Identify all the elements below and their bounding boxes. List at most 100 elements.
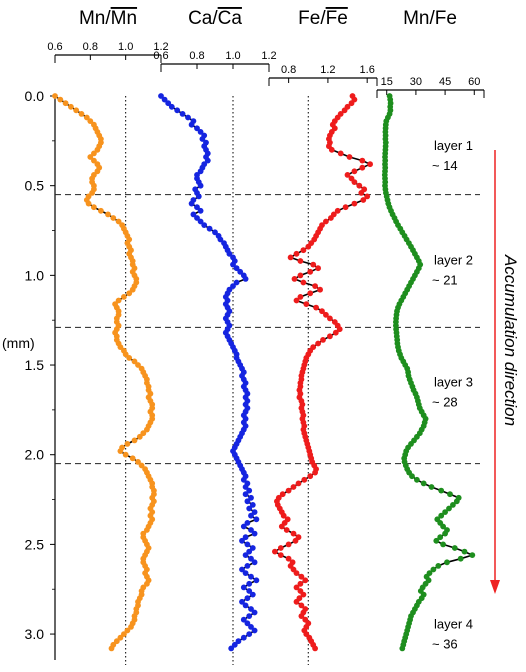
data-point — [312, 469, 318, 476]
data-point — [121, 294, 127, 300]
data-point — [420, 480, 427, 487]
data-point — [297, 272, 304, 279]
data-point — [113, 638, 120, 645]
data-point — [206, 225, 213, 232]
data-point — [87, 118, 94, 124]
data-point — [190, 211, 197, 218]
data-point — [197, 129, 204, 135]
data-point — [230, 283, 236, 289]
layer-count: ~ 21 — [432, 273, 458, 288]
data-point — [194, 125, 200, 132]
data-point — [433, 537, 440, 544]
data-point — [334, 207, 341, 214]
data-point — [320, 337, 326, 343]
data-point — [248, 606, 254, 612]
data-point — [290, 484, 297, 490]
data-point — [124, 627, 131, 634]
layer-count: ~ 28 — [432, 395, 458, 410]
data-point — [251, 509, 258, 515]
series-3 — [381, 93, 476, 652]
data-point — [242, 570, 249, 576]
data-point — [217, 236, 224, 243]
data-point — [253, 516, 260, 523]
data-point — [91, 150, 97, 157]
data-point — [319, 308, 325, 315]
data-point — [342, 204, 349, 211]
data-point — [246, 588, 253, 594]
data-point — [280, 512, 287, 519]
data-point — [364, 193, 371, 200]
data-point — [293, 250, 300, 257]
x-tick-label: 60 — [468, 76, 480, 88]
data-point — [277, 545, 284, 551]
data-point — [327, 333, 333, 340]
data-point — [323, 311, 329, 318]
data-point — [201, 222, 208, 229]
data-point — [194, 215, 200, 221]
data-point — [179, 111, 186, 117]
data-point — [52, 93, 58, 99]
y-tick-label: 2.5 — [25, 536, 45, 552]
data-point — [144, 580, 150, 587]
x-tick-label: 1.0 — [225, 50, 240, 62]
data-point — [121, 631, 127, 637]
layer-label: layer 1 — [434, 138, 473, 153]
data-point — [251, 559, 258, 566]
data-point — [204, 157, 211, 164]
series-1 — [158, 93, 260, 652]
data-point — [337, 150, 344, 157]
data-point — [249, 545, 256, 551]
data-point — [351, 168, 358, 175]
data-point — [297, 258, 304, 264]
data-point — [246, 631, 253, 637]
data-point — [341, 107, 348, 114]
data-point — [87, 154, 94, 160]
data-point — [230, 261, 236, 268]
y-tick-label: 1.0 — [25, 267, 45, 283]
data-point — [358, 190, 365, 196]
data-point — [300, 247, 307, 254]
data-point — [126, 290, 133, 297]
data-point — [298, 573, 305, 580]
data-point — [165, 100, 172, 107]
layer-label: layer 3 — [434, 375, 473, 390]
data-point — [248, 555, 254, 562]
data-point — [144, 426, 150, 433]
data-point — [115, 297, 122, 304]
data-point — [348, 100, 355, 107]
data-point — [328, 215, 334, 221]
data-point — [290, 530, 297, 537]
data-point — [307, 473, 314, 480]
data-point — [444, 559, 450, 566]
data-point — [336, 326, 343, 333]
data-point — [298, 602, 305, 609]
x-tick-label: 1.2 — [320, 64, 335, 76]
data-point — [246, 613, 253, 619]
data-point — [98, 207, 104, 214]
data-point — [122, 351, 129, 358]
data-point — [346, 154, 353, 160]
x-tick-label: 0.8 — [83, 41, 98, 53]
data-point — [315, 265, 321, 272]
data-point — [251, 530, 258, 537]
data-point — [135, 459, 141, 465]
layer-count: ~ 14 — [432, 158, 458, 173]
y-tick-label: 0.0 — [25, 88, 45, 104]
data-point — [285, 555, 292, 562]
data-point — [73, 107, 80, 114]
data-point — [185, 114, 191, 121]
data-point — [194, 204, 200, 211]
data-point — [242, 552, 249, 558]
axes: 0.00.51.01.52.02.53.00.6 0.8 1.0 1.20.6 0.8 1… — [25, 41, 485, 660]
data-point — [239, 537, 245, 544]
data-point — [305, 243, 312, 250]
data-point — [442, 509, 448, 515]
data-point — [131, 358, 138, 365]
data-point — [244, 620, 251, 627]
data-point — [409, 473, 415, 480]
data-point — [117, 448, 124, 454]
panel-title: Ca/Ca — [188, 8, 242, 29]
data-point — [212, 229, 218, 236]
data-point — [440, 523, 446, 530]
data-point — [240, 634, 247, 641]
